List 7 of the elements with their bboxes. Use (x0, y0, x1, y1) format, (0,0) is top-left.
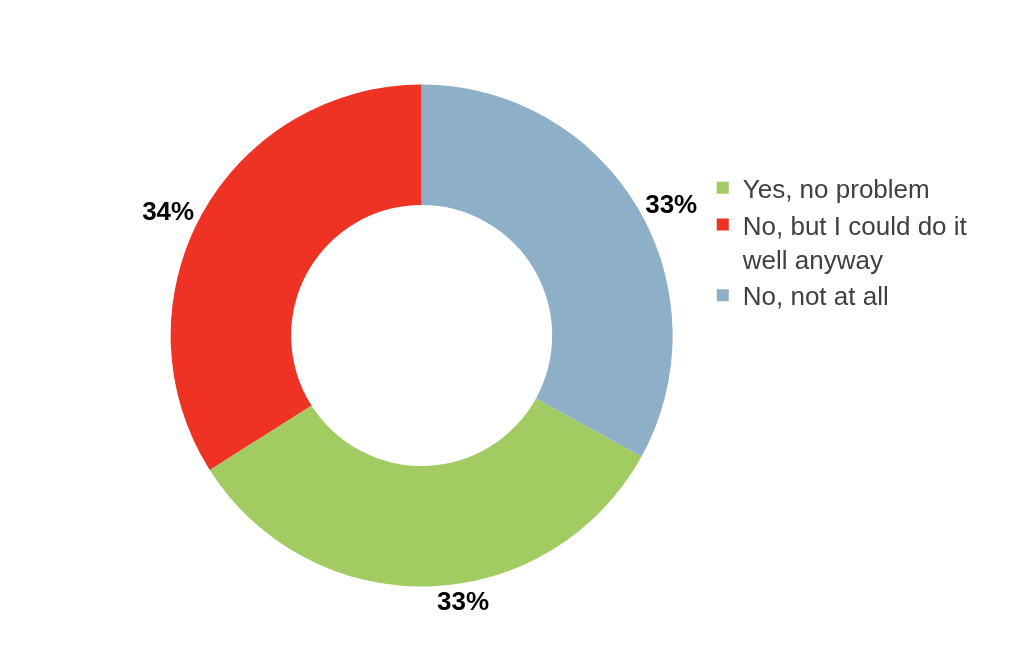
data-label: 33% (645, 188, 698, 219)
data-label: 34% (142, 196, 195, 227)
legend-label: Yes, no problem (742, 173, 930, 204)
data-label: 33% (437, 586, 490, 617)
donut-slice (209, 398, 642, 587)
legend-label: No, not at all (742, 281, 889, 312)
legend-label: No, but I could do it well anyway (741, 210, 968, 275)
